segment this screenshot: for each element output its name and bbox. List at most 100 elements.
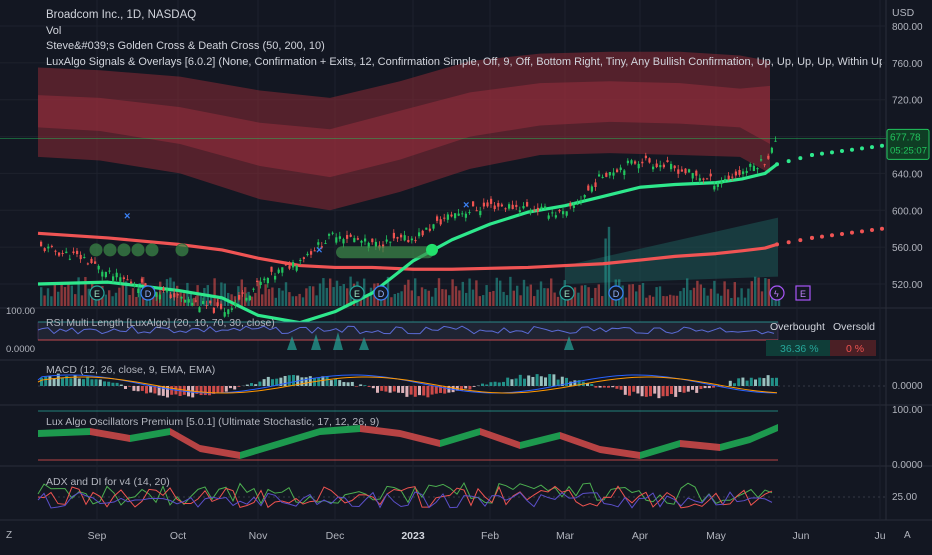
volume-bar — [40, 287, 42, 306]
macd-histogram-bar — [397, 386, 400, 393]
ma200-line-projection-dot — [880, 227, 884, 231]
volume-bar — [628, 284, 630, 306]
candle-body — [170, 294, 172, 298]
macd-histogram-bar — [737, 378, 740, 386]
rsi-overbought-value: 36.36 % — [780, 343, 819, 355]
price-tick-label: 640.00 — [892, 169, 923, 180]
ma200-line-projection-dot — [775, 242, 779, 246]
volume-bar — [479, 296, 481, 306]
macd-histogram-bar — [380, 386, 383, 391]
volume-bar — [581, 285, 583, 306]
macd-histogram-bar — [44, 377, 47, 386]
candle-body — [184, 300, 186, 303]
candle-body — [130, 282, 132, 284]
macd-histogram-bar — [86, 376, 89, 386]
macd-histogram-bar — [489, 382, 492, 386]
macd-histogram-bar — [662, 386, 665, 396]
volume-bar — [584, 285, 586, 306]
oscillator-segment — [480, 428, 520, 449]
candle-body — [634, 161, 636, 163]
volume-bar — [434, 288, 436, 306]
macd-histogram-bar — [221, 386, 224, 393]
adx-level-label: 25.00 — [892, 492, 917, 503]
rsi-top-label: 100.00 — [6, 306, 35, 317]
candle-body — [389, 242, 391, 243]
candle-body — [231, 308, 233, 309]
time-tick-label: Mar — [556, 530, 575, 542]
cross-marker: × — [463, 199, 469, 211]
ma50-line-projection-dot — [810, 153, 814, 157]
price-tick-label: 600.00 — [892, 206, 923, 217]
candle-body — [454, 213, 456, 218]
oscillator-segment — [170, 428, 200, 452]
candle-body — [195, 300, 197, 301]
oscillator-segment — [240, 440, 280, 459]
candle-body — [666, 160, 668, 162]
candle-body — [447, 214, 449, 219]
macd-histogram-bar — [405, 386, 408, 397]
volume-bar — [625, 298, 627, 306]
macd-histogram-bar — [775, 378, 778, 386]
macd-histogram-bar — [502, 382, 505, 386]
macd-histogram-bar — [599, 386, 602, 388]
ma200-line-projection-dot — [787, 240, 791, 244]
time-tick-label: May — [706, 530, 727, 542]
volume-bar — [128, 295, 130, 306]
macd-histogram-bar — [548, 374, 551, 386]
volume-bar — [455, 286, 457, 306]
volume-bar — [322, 278, 324, 306]
oscillator-segment — [38, 428, 90, 437]
time-tick-label: Ju — [874, 530, 885, 542]
ma200-line-projection-dot — [810, 236, 814, 240]
volume-bar — [516, 286, 518, 306]
macd-histogram-bar — [687, 386, 690, 392]
candle-body — [674, 166, 676, 169]
volume-bar — [587, 287, 589, 306]
volume-bar — [424, 289, 426, 306]
macd-histogram-bar — [636, 386, 639, 393]
candle-body — [357, 238, 359, 239]
timezone-icon[interactable]: Z — [6, 530, 12, 541]
candle-body — [760, 159, 762, 160]
oscillator-segment — [400, 430, 440, 447]
candle-body — [465, 214, 467, 218]
macd-histogram-bar — [342, 382, 345, 386]
candle-body — [692, 173, 694, 178]
volume-bar — [747, 289, 749, 306]
candle-body — [508, 204, 510, 208]
candle-body — [641, 162, 643, 163]
candle-body — [551, 212, 553, 213]
volume-bar — [390, 297, 392, 306]
volume-bar — [305, 288, 307, 306]
candle-body — [616, 169, 618, 172]
macd-histogram-bar — [565, 378, 568, 386]
volume-bar — [329, 279, 331, 306]
volume-bar — [523, 280, 525, 306]
candle-body — [119, 277, 121, 282]
candle-body — [533, 210, 535, 211]
candle-body — [573, 205, 575, 208]
price-tick-label: 800.00 — [892, 22, 923, 33]
macd-histogram-bar — [300, 377, 303, 386]
candle-body — [303, 257, 305, 259]
ma50-line-projection-dot — [850, 148, 854, 152]
candle-body — [411, 239, 413, 241]
volume-bar — [649, 295, 651, 306]
candle-body — [483, 203, 485, 207]
macd-histogram-bar — [494, 382, 497, 386]
candle-body — [80, 255, 82, 259]
dividend-marker-label: D — [613, 289, 620, 299]
volume-bar — [122, 285, 124, 306]
volume-bar — [47, 288, 49, 306]
macd-histogram-bar — [288, 375, 291, 386]
auto-scale-icon[interactable]: A — [904, 530, 911, 541]
candle-body — [580, 200, 582, 201]
signal-circle — [104, 244, 116, 256]
candle-body — [105, 272, 107, 277]
candle-body — [479, 211, 481, 215]
volume-bar — [509, 277, 511, 306]
candle-body — [278, 270, 280, 273]
candle-body — [126, 279, 128, 280]
